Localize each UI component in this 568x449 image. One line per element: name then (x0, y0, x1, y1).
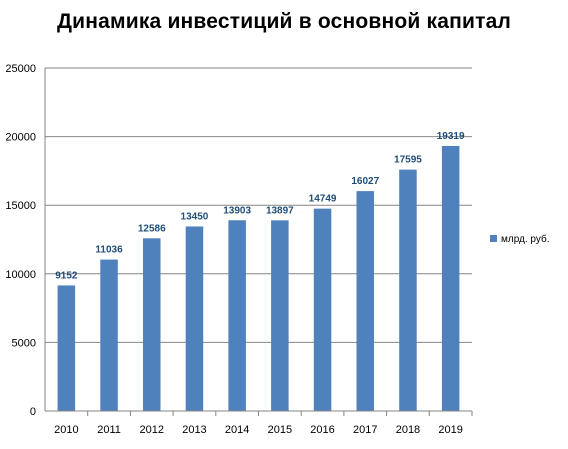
x-tick-label: 2015 (268, 424, 292, 436)
data-labels: 9152 11036 12586 13450 13903 13897 14749 16027 1… (55, 131, 465, 281)
y-tick-label: 0 (30, 406, 36, 418)
bars (57, 145, 460, 412)
legend: млрд. руб. (490, 233, 550, 245)
y-tick-label: 25000 (5, 63, 36, 75)
legend-label: млрд. руб. (501, 233, 550, 245)
x-tick-label: 2012 (140, 424, 164, 436)
bar-2018 (399, 169, 417, 411)
bar-2019 (441, 145, 460, 412)
data-label-2011: 11036 (95, 245, 123, 256)
y-tick-label: 5000 (12, 337, 36, 349)
x-tick-label: 2014 (225, 424, 249, 436)
data-label-2013: 13450 (181, 211, 209, 222)
x-tick-label: 2013 (182, 424, 206, 436)
x-tick-label: 2011 (97, 424, 121, 436)
y-tick-label: 20000 (5, 132, 36, 144)
x-tick-label: 2019 (438, 424, 462, 436)
x-tick-label: 2017 (353, 424, 377, 436)
data-label-2017: 16027 (351, 176, 379, 187)
bar-2010 (57, 285, 76, 411)
bar-2011 (100, 259, 118, 411)
x-tick-label: 2016 (310, 424, 334, 436)
bar-2014 (228, 220, 246, 411)
data-label-2012: 12586 (138, 223, 166, 234)
data-label-2019: 19319 (437, 131, 465, 142)
x-tick-label: 2018 (396, 424, 420, 436)
x-tick-label: 2010 (54, 424, 78, 436)
y-tick-label: 15000 (5, 200, 36, 212)
bar-2012 (142, 238, 161, 411)
bar-2015 (271, 220, 289, 411)
bar-2013 (185, 226, 204, 411)
data-label-2015: 13897 (266, 205, 294, 216)
bar-2016 (313, 208, 332, 411)
data-label-2010: 9152 (55, 270, 78, 281)
data-label-2018: 17595 (394, 155, 422, 166)
data-label-2016: 14749 (309, 194, 337, 205)
legend-swatch (490, 235, 497, 242)
bar-2017 (356, 191, 375, 411)
x-axis: 2010 2011 2012 2013 2014 2015 2016 2017 2018 2019 (45, 410, 473, 436)
chart-title: Динамика инвестиций в основной капитал (56, 10, 512, 33)
y-tick-label: 10000 (5, 269, 36, 281)
y-axis: 0 5000 10000 15000 20000 25000 (5, 63, 46, 418)
data-label-2014: 13903 (223, 205, 251, 216)
